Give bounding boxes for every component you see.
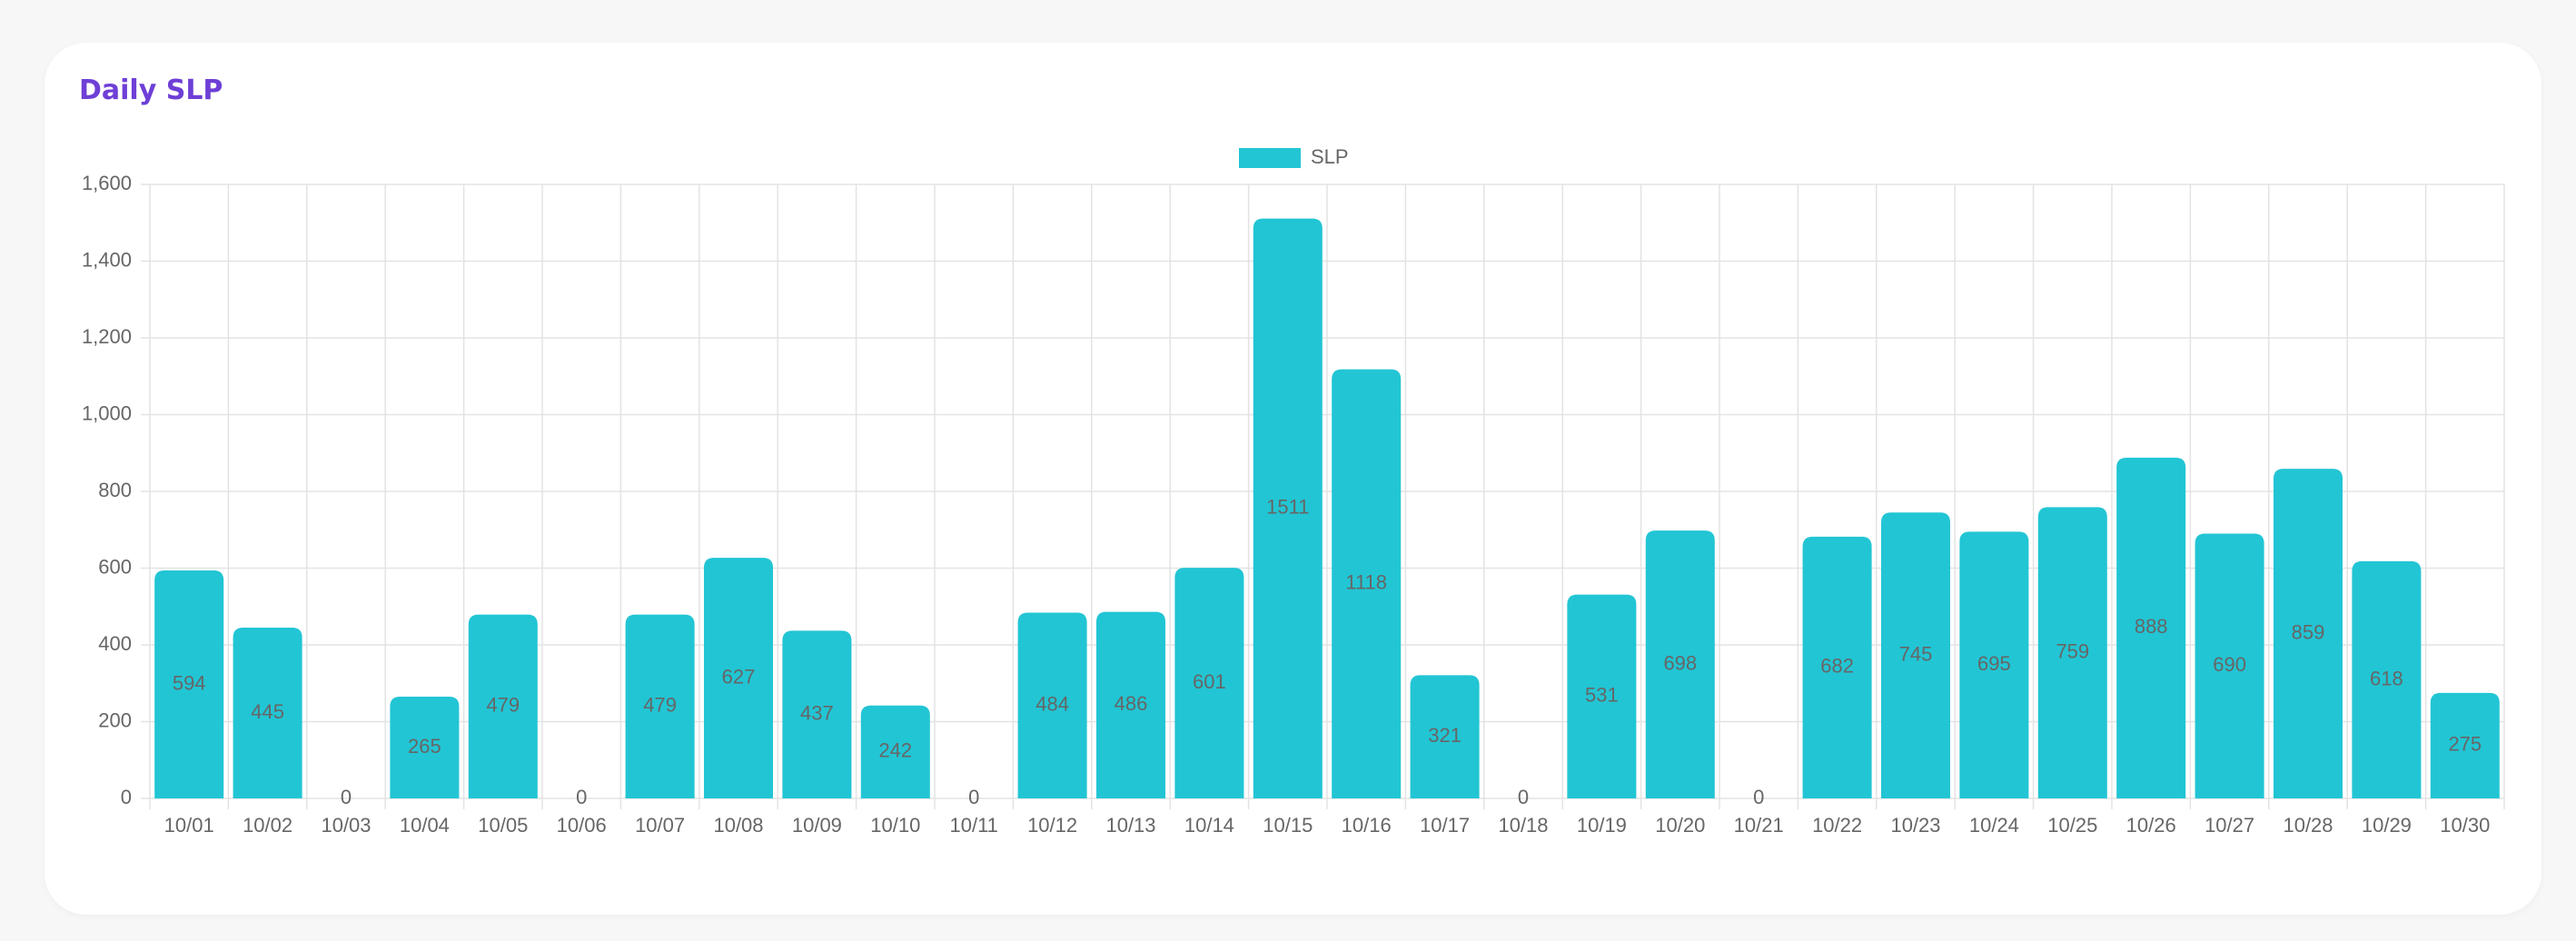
data-label: 321 xyxy=(1428,724,1461,747)
x-tick-label: 10/07 xyxy=(635,814,685,837)
data-label: 695 xyxy=(1977,652,2011,675)
x-tick-label: 10/29 xyxy=(2362,814,2412,837)
x-tick-label: 10/24 xyxy=(1969,814,2019,837)
bar xyxy=(1802,536,1872,798)
x-tick-label: 10/14 xyxy=(1184,814,1234,837)
bar xyxy=(625,614,695,798)
x-tick-label: 10/10 xyxy=(870,814,920,837)
bar xyxy=(1645,530,1715,798)
x-tick-label: 10/19 xyxy=(1577,814,1627,837)
data-label: 531 xyxy=(1585,684,1619,707)
data-label: 627 xyxy=(722,665,756,688)
x-tick-label: 10/03 xyxy=(321,814,371,837)
x-tick-label: 10/15 xyxy=(1263,814,1313,837)
data-label: 682 xyxy=(1820,655,1854,678)
x-tick-label: 10/09 xyxy=(792,814,842,837)
bar xyxy=(468,614,538,798)
x-tick-label: 10/17 xyxy=(1420,814,1470,837)
bar xyxy=(2037,507,2107,798)
bar xyxy=(2273,469,2343,798)
bar xyxy=(1567,594,1637,798)
y-tick-label: 0 xyxy=(121,786,132,808)
data-label: 759 xyxy=(2056,639,2089,662)
bar xyxy=(154,570,224,798)
x-tick-label: 10/20 xyxy=(1655,814,1705,837)
x-tick-label: 10/12 xyxy=(1027,814,1077,837)
x-tick-label: 10/28 xyxy=(2283,814,2333,837)
data-label: 0 xyxy=(1753,786,1764,808)
data-label: 0 xyxy=(1518,786,1529,808)
data-label: 1118 xyxy=(1345,571,1387,594)
data-label: 618 xyxy=(2370,667,2403,689)
x-tick-label: 10/08 xyxy=(713,814,763,837)
y-tick-label: 1,400 xyxy=(82,248,132,271)
data-label: 445 xyxy=(251,700,284,723)
data-label: 594 xyxy=(173,671,206,694)
bar xyxy=(1880,512,1951,798)
x-tick-label: 10/04 xyxy=(400,814,450,837)
x-tick-label: 10/18 xyxy=(1498,814,1548,837)
bar xyxy=(782,630,852,798)
x-tick-label: 10/26 xyxy=(2126,814,2176,837)
y-tick-label: 1,000 xyxy=(82,401,132,424)
bar xyxy=(1095,611,1166,798)
bar xyxy=(1017,612,1087,798)
bar xyxy=(1410,675,1480,798)
bar xyxy=(2430,692,2500,798)
data-label: 698 xyxy=(1663,651,1697,674)
x-tick-label: 10/02 xyxy=(243,814,292,837)
x-tick-label: 10/30 xyxy=(2440,814,2490,837)
y-tick-label: 800 xyxy=(98,479,132,501)
bar xyxy=(1959,531,2029,798)
x-tick-label: 10/05 xyxy=(478,814,528,837)
x-tick-label: 10/11 xyxy=(949,814,997,837)
x-tick-label: 10/16 xyxy=(1342,814,1392,837)
y-tick-label: 200 xyxy=(98,708,132,731)
x-tick-label: 10/27 xyxy=(2204,814,2254,837)
bar xyxy=(1253,218,1323,799)
bar xyxy=(2116,457,2186,798)
x-tick-label: 10/21 xyxy=(1734,814,1784,837)
data-label: 859 xyxy=(2292,620,2325,643)
data-label: 275 xyxy=(2448,733,2482,756)
bar xyxy=(2352,560,2422,798)
bar xyxy=(233,627,302,798)
x-tick-label: 10/22 xyxy=(1812,814,1862,837)
data-label: 484 xyxy=(1035,693,1069,716)
bar xyxy=(2195,533,2264,798)
legend-swatch xyxy=(1239,148,1301,168)
data-label: 479 xyxy=(486,694,520,717)
y-tick-label: 600 xyxy=(98,555,132,578)
data-label: 479 xyxy=(643,694,677,717)
data-label: 0 xyxy=(968,786,979,808)
data-label: 888 xyxy=(2135,615,2168,638)
data-label: 486 xyxy=(1115,692,1148,715)
x-tick-label: 10/25 xyxy=(2047,814,2097,837)
data-label: 0 xyxy=(576,786,587,808)
bar xyxy=(860,705,930,798)
data-label: 437 xyxy=(800,701,834,724)
bar xyxy=(703,558,774,798)
y-tick-label: 1,200 xyxy=(82,325,132,348)
bar xyxy=(1174,568,1244,798)
bar xyxy=(1332,369,1402,798)
legend-label: SLP xyxy=(1311,145,1349,168)
bar xyxy=(390,697,460,798)
x-tick-label: 10/01 xyxy=(164,814,214,837)
data-label: 265 xyxy=(408,735,441,758)
data-label: 690 xyxy=(2213,653,2246,676)
chart-title: Daily SLP xyxy=(79,74,223,106)
data-label: 1511 xyxy=(1266,496,1309,519)
y-tick-label: 400 xyxy=(98,632,132,655)
x-tick-label: 10/13 xyxy=(1105,814,1155,837)
y-tick-label: 1,600 xyxy=(82,172,132,194)
x-tick-label: 10/06 xyxy=(557,814,607,837)
data-label: 242 xyxy=(878,739,912,762)
data-label: 0 xyxy=(341,786,352,808)
data-label: 745 xyxy=(1899,642,1933,665)
x-tick-label: 10/23 xyxy=(1890,814,1940,837)
data-label: 601 xyxy=(1193,670,1226,693)
